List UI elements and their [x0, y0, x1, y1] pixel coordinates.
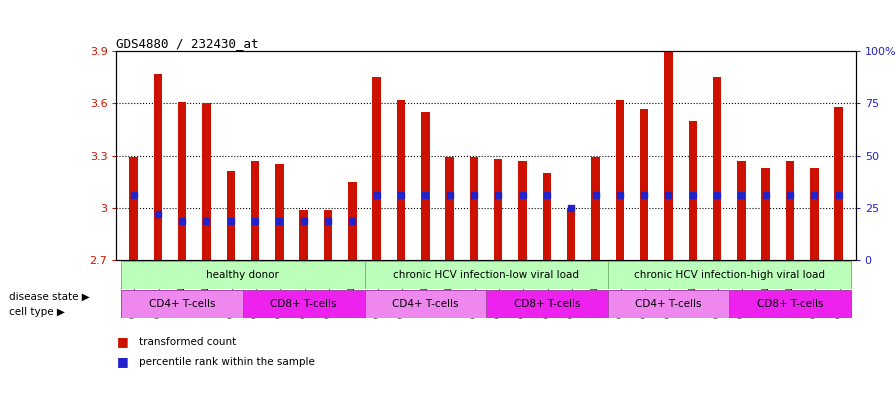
Bar	[348, 182, 357, 261]
FancyBboxPatch shape	[729, 290, 851, 318]
Bar	[834, 107, 843, 261]
FancyBboxPatch shape	[607, 290, 729, 318]
Bar	[591, 158, 599, 261]
Text: CD8+ T-cells: CD8+ T-cells	[271, 299, 337, 309]
Bar	[737, 161, 745, 261]
Bar	[397, 100, 405, 261]
Text: GDS4880 / 232430_at: GDS4880 / 232430_at	[116, 37, 259, 50]
Text: CD4+ T-cells: CD4+ T-cells	[392, 299, 459, 309]
Text: ■: ■	[116, 355, 128, 368]
Bar	[713, 77, 721, 261]
FancyBboxPatch shape	[607, 261, 851, 289]
Bar	[494, 159, 503, 261]
Bar	[275, 164, 284, 261]
Text: transformed count: transformed count	[139, 337, 237, 347]
FancyBboxPatch shape	[486, 290, 607, 318]
Text: CD8+ T-cells: CD8+ T-cells	[757, 299, 823, 309]
Text: CD8+ T-cells: CD8+ T-cells	[513, 299, 580, 309]
Bar	[251, 161, 259, 261]
Text: percentile rank within the sample: percentile rank within the sample	[139, 356, 314, 367]
Bar	[178, 102, 186, 261]
Text: chronic HCV infection-low viral load: chronic HCV infection-low viral load	[393, 270, 579, 280]
FancyBboxPatch shape	[365, 290, 486, 318]
Text: ■: ■	[116, 335, 128, 349]
Bar	[543, 173, 551, 261]
Bar	[299, 210, 308, 261]
Bar	[616, 100, 625, 261]
FancyBboxPatch shape	[121, 290, 243, 318]
Bar	[786, 161, 794, 261]
Text: CD4+ T-cells: CD4+ T-cells	[149, 299, 215, 309]
Bar	[664, 51, 673, 261]
Bar	[688, 121, 697, 261]
Bar	[445, 158, 454, 261]
FancyBboxPatch shape	[121, 261, 365, 289]
Bar	[373, 77, 381, 261]
Bar	[421, 112, 429, 261]
Text: chronic HCV infection-high viral load: chronic HCV infection-high viral load	[633, 270, 824, 280]
Text: CD4+ T-cells: CD4+ T-cells	[635, 299, 702, 309]
Bar	[567, 208, 575, 261]
Bar	[323, 210, 332, 261]
Bar	[202, 103, 211, 261]
Bar	[227, 171, 235, 261]
Text: disease state ▶: disease state ▶	[9, 292, 90, 302]
Text: cell type ▶: cell type ▶	[9, 307, 65, 318]
FancyBboxPatch shape	[243, 290, 365, 318]
Text: healthy donor: healthy donor	[206, 270, 280, 280]
Bar	[470, 158, 478, 261]
FancyBboxPatch shape	[365, 261, 607, 289]
Bar	[518, 161, 527, 261]
Bar	[153, 74, 162, 261]
Bar	[810, 168, 819, 261]
Bar	[129, 158, 138, 261]
Bar	[640, 108, 649, 261]
Bar	[762, 168, 770, 261]
